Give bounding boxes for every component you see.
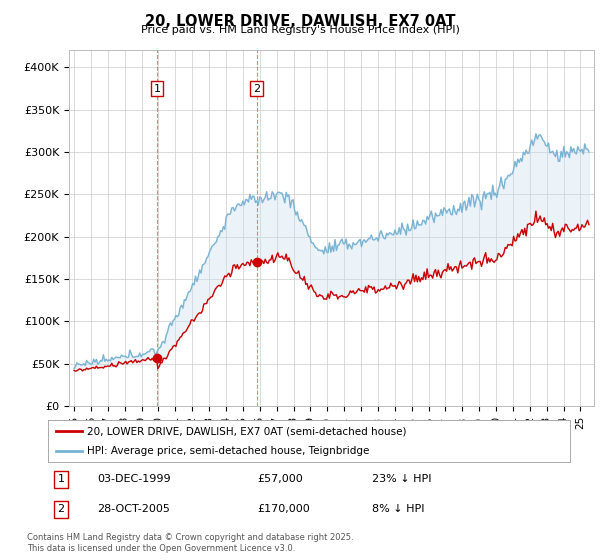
Text: 1: 1 <box>58 474 65 484</box>
Text: Contains HM Land Registry data © Crown copyright and database right 2025.
This d: Contains HM Land Registry data © Crown c… <box>27 533 353 553</box>
Text: 20, LOWER DRIVE, DAWLISH, EX7 0AT (semi-detached house): 20, LOWER DRIVE, DAWLISH, EX7 0AT (semi-… <box>87 426 407 436</box>
Text: 1: 1 <box>154 83 161 94</box>
Text: 03-DEC-1999: 03-DEC-1999 <box>98 474 171 484</box>
Text: 20, LOWER DRIVE, DAWLISH, EX7 0AT: 20, LOWER DRIVE, DAWLISH, EX7 0AT <box>145 14 455 29</box>
Text: 28-OCT-2005: 28-OCT-2005 <box>98 504 170 514</box>
Text: £57,000: £57,000 <box>257 474 302 484</box>
Text: 8% ↓ HPI: 8% ↓ HPI <box>371 504 424 514</box>
Text: £170,000: £170,000 <box>257 504 310 514</box>
Text: 23% ↓ HPI: 23% ↓ HPI <box>371 474 431 484</box>
Text: Price paid vs. HM Land Registry's House Price Index (HPI): Price paid vs. HM Land Registry's House … <box>140 25 460 35</box>
Text: 2: 2 <box>58 504 65 514</box>
Text: 2: 2 <box>253 83 260 94</box>
Text: HPI: Average price, semi-detached house, Teignbridge: HPI: Average price, semi-detached house,… <box>87 446 370 456</box>
